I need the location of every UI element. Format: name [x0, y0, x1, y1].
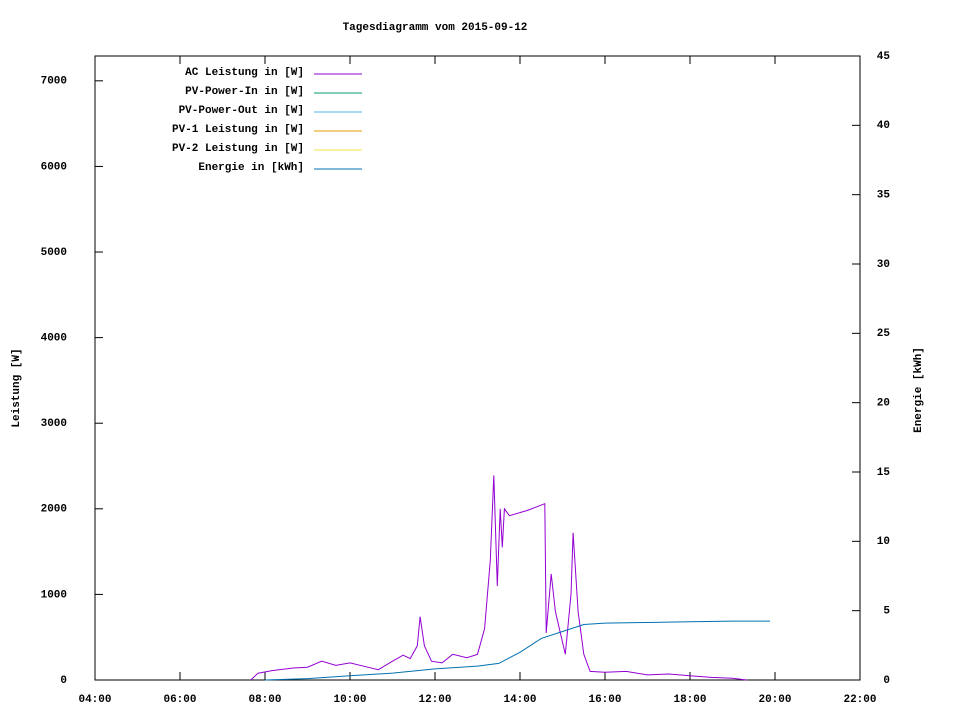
chart-title: Tagesdiagramm vom 2015-09-12	[343, 22, 528, 34]
y2-tick-label: 35	[877, 190, 891, 202]
x-tick-label: 06:00	[163, 694, 196, 706]
plot-frame	[94, 55, 861, 681]
y2-axis-label: Energie [kWh]	[913, 347, 925, 433]
series-line	[250, 475, 747, 681]
legend-label: PV-2 Leistung in [W]	[172, 143, 304, 155]
x-tick-label: 20:00	[758, 694, 791, 706]
legend-label: PV-Power-In in [W]	[185, 86, 304, 98]
y2-tick-label: 15	[877, 467, 891, 479]
y-tick-label: 5000	[41, 247, 67, 259]
x-tick-label: 18:00	[673, 694, 706, 706]
y-axis-label: Leistung [W]	[11, 348, 23, 427]
y-tick-label: 6000	[41, 161, 67, 173]
y-tick-label: 2000	[41, 504, 67, 516]
y2-tick-label: 30	[877, 259, 890, 271]
y2-tick-label: 10	[877, 536, 890, 548]
legend-label: PV-Power-Out in [W]	[179, 105, 304, 117]
legend-label: Energie in [kWh]	[198, 162, 304, 174]
y2-tick-label: 20	[877, 398, 890, 410]
x-tick-label: 14:00	[503, 694, 536, 706]
y2-tick-label: 5	[883, 606, 890, 618]
y2-tick-label: 0	[883, 675, 890, 687]
y-tick-label: 0	[60, 675, 67, 687]
y-tick-label: 1000	[41, 589, 67, 601]
series-line	[264, 620, 770, 681]
x-tick-label: 22:00	[843, 694, 876, 706]
x-tick-label: 10:00	[333, 694, 366, 706]
y2-tick-label: 40	[877, 120, 890, 132]
x-tick-label: 04:00	[78, 694, 111, 706]
y-tick-label: 4000	[41, 333, 67, 345]
y2-tick-label: 25	[877, 328, 891, 340]
y-tick-label: 7000	[41, 76, 67, 88]
y-tick-label: 3000	[41, 418, 67, 430]
y2-tick-label: 45	[877, 51, 891, 63]
x-tick-label: 16:00	[588, 694, 621, 706]
legend-label: PV-1 Leistung in [W]	[172, 124, 304, 136]
legend-label: AC Leistung in [W]	[185, 67, 304, 79]
x-tick-label: 08:00	[248, 694, 281, 706]
x-tick-label: 12:00	[418, 694, 451, 706]
